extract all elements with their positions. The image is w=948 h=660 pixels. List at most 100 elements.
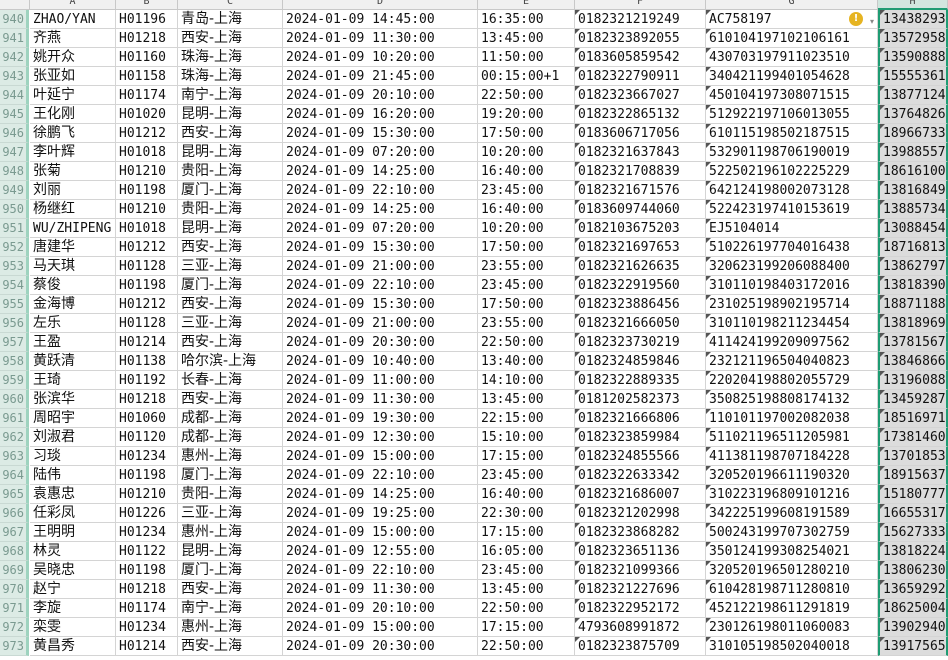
cell-d[interactable]: 2024-01-09 21:00:00 — [283, 257, 478, 276]
cell-e[interactable]: 23:45:00 — [478, 466, 575, 485]
cell-d[interactable]: 2024-01-09 22:10:00 — [283, 276, 478, 295]
cell-f[interactable]: 0183605859542 — [575, 48, 706, 67]
cell-e[interactable]: 16:40:00 — [478, 485, 575, 504]
row-header[interactable]: 966 — [0, 504, 29, 523]
cell-a[interactable]: 王琦 — [30, 371, 116, 390]
cell-b[interactable]: H01212 — [116, 124, 178, 143]
cell-c[interactable]: 成都-上海 — [178, 428, 283, 447]
cell-a[interactable]: 王化刚 — [30, 105, 116, 124]
cell-h[interactable]: 13877124 — [878, 86, 948, 105]
cell-c[interactable]: 西安-上海 — [178, 580, 283, 599]
cell-f[interactable]: 0182322952172 — [575, 599, 706, 618]
cell-b[interactable]: H01018 — [116, 219, 178, 238]
cell-a[interactable]: 蔡俊 — [30, 276, 116, 295]
cell-f[interactable]: 0182323859984 — [575, 428, 706, 447]
cell-f[interactable]: 0182323651136 — [575, 542, 706, 561]
cell-c[interactable]: 三亚-上海 — [178, 257, 283, 276]
cell-a[interactable]: 黄跃清 — [30, 352, 116, 371]
cell-g[interactable]: 522423197410153619 — [706, 200, 878, 219]
cell-e[interactable]: 10:20:00 — [478, 143, 575, 162]
cell-d[interactable]: 2024-01-09 21:00:00 — [283, 314, 478, 333]
cell-f[interactable]: 0182324859846 — [575, 352, 706, 371]
cell-c[interactable]: 珠海-上海 — [178, 67, 283, 86]
row-header[interactable]: 963 — [0, 447, 29, 466]
cell-f[interactable]: 0183609744060 — [575, 200, 706, 219]
cell-f[interactable]: 0182321099366 — [575, 561, 706, 580]
cell-f[interactable]: 0182322790911 — [575, 67, 706, 86]
cell-c[interactable]: 西安-上海 — [178, 333, 283, 352]
cell-g[interactable]: 610428198711280810 — [706, 580, 878, 599]
cell-a[interactable]: 金海博 — [30, 295, 116, 314]
cell-f[interactable]: 0182321697653 — [575, 238, 706, 257]
cell-d[interactable]: 2024-01-09 14:45:00 — [283, 10, 478, 29]
cell-c[interactable]: 珠海-上海 — [178, 48, 283, 67]
cell-g[interactable]: 230126198011060083 — [706, 618, 878, 637]
row-header[interactable]: 954 — [0, 276, 29, 295]
cell-d[interactable]: 2024-01-09 20:10:00 — [283, 599, 478, 618]
cell-f[interactable]: 0183606717056 — [575, 124, 706, 143]
cell-h[interactable]: 13781567 — [878, 333, 948, 352]
row-header[interactable]: 948 — [0, 162, 29, 181]
cell-e[interactable]: 17:50:00 — [478, 238, 575, 257]
cell-f[interactable]: 0182322919560 — [575, 276, 706, 295]
cell-h[interactable]: 15180777 — [878, 485, 948, 504]
cell-h[interactable]: 13818390 — [878, 276, 948, 295]
cell-g[interactable]: 340421199401054628 — [706, 67, 878, 86]
cell-a[interactable]: 杨继红 — [30, 200, 116, 219]
cell-b[interactable]: H01198 — [116, 276, 178, 295]
cell-a[interactable]: 齐燕 — [30, 29, 116, 48]
cell-f[interactable]: 0182321202998 — [575, 504, 706, 523]
column-header-h[interactable]: H — [878, 0, 948, 10]
cell-e[interactable]: 13:40:00 — [478, 352, 575, 371]
cell-d[interactable]: 2024-01-09 15:30:00 — [283, 295, 478, 314]
cell-e[interactable]: 23:45:00 — [478, 276, 575, 295]
column-header-d[interactable]: D — [283, 0, 478, 10]
cell-c[interactable]: 厦门-上海 — [178, 276, 283, 295]
cell-d[interactable]: 2024-01-09 07:20:00 — [283, 143, 478, 162]
cell-b[interactable]: H01198 — [116, 466, 178, 485]
row-header[interactable]: 940 — [0, 10, 29, 29]
cell-b[interactable]: H01214 — [116, 637, 178, 656]
cell-e[interactable]: 17:50:00 — [478, 124, 575, 143]
cell-d[interactable]: 2024-01-09 20:30:00 — [283, 333, 478, 352]
cell-a[interactable]: 袁惠忠 — [30, 485, 116, 504]
row-header[interactable]: 971 — [0, 599, 29, 618]
cell-d[interactable]: 2024-01-09 14:25:00 — [283, 485, 478, 504]
cell-d[interactable]: 2024-01-09 15:30:00 — [283, 238, 478, 257]
cell-g[interactable]: 310110198403172016 — [706, 276, 878, 295]
cell-g[interactable]: 350825198808174132 — [706, 390, 878, 409]
cell-h[interactable]: 13088454 — [878, 219, 948, 238]
cell-g[interactable]: 350124199308254021 — [706, 542, 878, 561]
cell-h[interactable]: 13846866 — [878, 352, 948, 371]
cell-a[interactable]: 姚开众 — [30, 48, 116, 67]
row-header[interactable]: 943 — [0, 67, 29, 86]
cell-e[interactable]: 23:55:00 — [478, 314, 575, 333]
cell-b[interactable]: H01226 — [116, 504, 178, 523]
cell-b[interactable]: H01158 — [116, 67, 178, 86]
cell-c[interactable]: 南宁-上海 — [178, 599, 283, 618]
cell-f[interactable]: 0182321227696 — [575, 580, 706, 599]
cell-d[interactable]: 2024-01-09 16:20:00 — [283, 105, 478, 124]
cell-d[interactable]: 2024-01-09 12:55:00 — [283, 542, 478, 561]
row-header[interactable]: 947 — [0, 143, 29, 162]
cell-e[interactable]: 22:15:00 — [478, 409, 575, 428]
cell-e[interactable]: 14:10:00 — [478, 371, 575, 390]
cell-g[interactable]: 110101197002082038 — [706, 409, 878, 428]
cell-h[interactable]: 13917565 — [878, 637, 948, 656]
cell-c[interactable]: 厦门-上海 — [178, 466, 283, 485]
select-all-corner[interactable] — [0, 0, 30, 10]
cell-b[interactable]: H01160 — [116, 48, 178, 67]
cell-h[interactable]: 15555361 — [878, 67, 948, 86]
cell-g[interactable]: 511021196511205981 — [706, 428, 878, 447]
cell-e[interactable]: 15:10:00 — [478, 428, 575, 447]
cell-g[interactable]: 452122198611291819 — [706, 599, 878, 618]
cell-g[interactable]: 610115198502187515 — [706, 124, 878, 143]
cell-c[interactable]: 昆明-上海 — [178, 542, 283, 561]
cell-a[interactable]: 张滨华 — [30, 390, 116, 409]
row-header[interactable]: 942 — [0, 48, 29, 67]
cell-e[interactable]: 17:15:00 — [478, 523, 575, 542]
cell-d[interactable]: 2024-01-09 12:30:00 — [283, 428, 478, 447]
cell-g[interactable]: 510226197704016438 — [706, 238, 878, 257]
cell-a[interactable]: 徐鹏飞 — [30, 124, 116, 143]
cell-f[interactable]: 0182321666806 — [575, 409, 706, 428]
